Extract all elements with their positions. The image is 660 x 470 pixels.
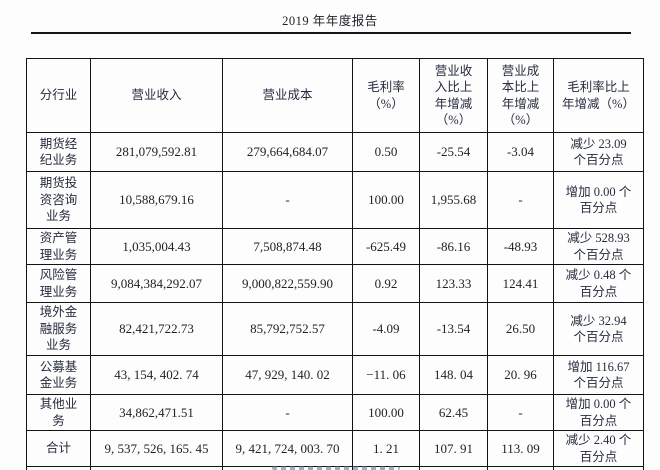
gross-margin-cell: 100.00 xyxy=(352,394,420,431)
row-label: 境外金 融服务 业务 xyxy=(26,302,91,356)
cost-cell: 9, 421, 724, 003. 70 xyxy=(222,430,353,467)
revenue-cell: 82,421,722.73 xyxy=(90,302,223,356)
empty-cell xyxy=(90,466,223,470)
revenue-yoy-cell: 123.33 xyxy=(419,264,488,303)
revenue-yoy-cell: 148. 04 xyxy=(419,355,488,395)
empty-cell xyxy=(419,466,488,470)
table-header-row: 分行业 营业收入 营业成本 毛利率 （%） 营业收 入比上 年增减 （%） 营业… xyxy=(26,58,644,133)
segment-results-table: 分行业 营业收入 营业成本 毛利率 （%） 营业收 入比上 年增减 （%） 营业… xyxy=(26,58,644,470)
table-row: 其他业 务 34,862,471.51 - 100.00 62.45 - 增加 … xyxy=(26,394,644,431)
title-separator-rule xyxy=(31,32,631,34)
cost-cell: 85,792,752.57 xyxy=(222,302,353,356)
cost-yoy-cell: 124.41 xyxy=(487,264,554,303)
table-row: 期货经 纪业务 281,079,592.81 279,664,684.07 0.… xyxy=(26,132,644,172)
cost-yoy-cell: 20. 96 xyxy=(487,355,554,395)
row-label: 其他业 务 xyxy=(26,394,91,431)
revenue-cell: 1,035,004.43 xyxy=(90,228,223,265)
revenue-cell: 281,079,592.81 xyxy=(90,132,223,172)
margin-yoy-cell: 减少 528.93 个百分点 xyxy=(553,228,644,265)
header-cell-industry: 分行业 xyxy=(26,58,91,133)
table-total-row: 合计 9, 537, 526, 165. 45 9, 421, 724, 003… xyxy=(26,430,644,467)
revenue-yoy-cell: 1,955.68 xyxy=(419,171,488,229)
header-cell-cost-yoy: 营业成 本比上 年增减 （%） xyxy=(487,58,554,133)
margin-yoy-cell: 减少 0.48 个 百分点 xyxy=(553,264,644,303)
margin-yoy-cell: 减少 2.40 个 百分点 xyxy=(553,430,644,467)
table-row: 风险管 理业务 9,084,384,292.07 9,000,822,559.9… xyxy=(26,264,644,303)
gross-margin-cell: -625.49 xyxy=(352,228,420,265)
table-row: 境外金 融服务 业务 82,421,722.73 85,792,752.57 -… xyxy=(26,302,644,356)
cost-yoy-cell: 113. 09 xyxy=(487,430,554,467)
clipped-text-artifact xyxy=(272,466,400,470)
table-row: 期货投 资咨询 业务 10,588,679.16 - 100.00 1,955.… xyxy=(26,171,644,229)
margin-yoy-cell: 增加 116.67 个百分点 xyxy=(553,355,644,395)
page-title: 2019 年年度报告 xyxy=(282,14,378,28)
revenue-cell: 34,862,471.51 xyxy=(90,394,223,431)
margin-yoy-cell: 增加 0.00 个 百分点 xyxy=(553,394,644,431)
empty-cell xyxy=(487,466,554,470)
gross-margin-cell: 0.50 xyxy=(352,132,420,172)
revenue-yoy-cell: -25.54 xyxy=(419,132,488,172)
header-cell-revenue: 营业收入 xyxy=(90,58,223,133)
margin-yoy-cell: 减少 32.94 个百分点 xyxy=(553,302,644,356)
gross-margin-cell: 0.92 xyxy=(352,264,420,303)
row-label: 资产管 理业务 xyxy=(26,228,91,265)
table-row: 公募基 金业务 43, 154, 402. 74 47, 929, 140. 0… xyxy=(26,355,644,395)
gross-margin-cell: 100.00 xyxy=(352,171,420,229)
row-label: 期货经 纪业务 xyxy=(26,132,91,172)
header-cell-margin-yoy: 毛利率比上 年增减（%） xyxy=(553,58,644,133)
margin-yoy-cell: 减少 23.09 个百分点 xyxy=(553,132,644,172)
header-cell-cost: 营业成本 xyxy=(222,58,353,133)
revenue-yoy-cell: 107. 91 xyxy=(419,430,488,467)
revenue-yoy-cell: -13.54 xyxy=(419,302,488,356)
table-row: 资产管 理业务 1,035,004.43 7,508,874.48 -625.4… xyxy=(26,228,644,265)
row-label-total: 合计 xyxy=(26,430,91,467)
empty-cell xyxy=(26,466,91,470)
cost-cell: 7,508,874.48 xyxy=(222,228,353,265)
empty-cell xyxy=(553,466,644,470)
revenue-cell: 10,588,679.16 xyxy=(90,171,223,229)
row-label: 风险管 理业务 xyxy=(26,264,91,303)
cost-cell: - xyxy=(222,394,353,431)
gross-margin-cell: -4.09 xyxy=(352,302,420,356)
row-label: 公募基 金业务 xyxy=(26,355,91,395)
cost-cell: 47, 929, 140. 02 xyxy=(222,355,353,395)
cost-cell: 279,664,684.07 xyxy=(222,132,353,172)
header-cell-gross-margin: 毛利率 （%） xyxy=(352,58,420,133)
cost-yoy-cell: 26.50 xyxy=(487,302,554,356)
gross-margin-cell: 1. 21 xyxy=(352,430,420,467)
revenue-cell: 9, 537, 526, 165. 45 xyxy=(90,430,223,467)
cost-yoy-cell: -3.04 xyxy=(487,132,554,172)
margin-yoy-cell: 增加 0.00 个 百分点 xyxy=(553,171,644,229)
revenue-yoy-cell: -86.16 xyxy=(419,228,488,265)
cost-yoy-cell: -48.93 xyxy=(487,228,554,265)
revenue-cell: 43, 154, 402. 74 xyxy=(90,355,223,395)
gross-margin-cell: −11. 06 xyxy=(352,355,420,395)
row-label: 期货投 资咨询 业务 xyxy=(26,171,91,229)
cost-yoy-cell: - xyxy=(487,171,554,229)
revenue-yoy-cell: 62.45 xyxy=(419,394,488,431)
header-cell-revenue-yoy: 营业收 入比上 年增减 （%） xyxy=(419,58,488,133)
cost-cell: 9,000,822,559.90 xyxy=(222,264,353,303)
revenue-cell: 9,084,384,292.07 xyxy=(90,264,223,303)
cost-cell: - xyxy=(222,171,353,229)
cost-yoy-cell: - xyxy=(487,394,554,431)
